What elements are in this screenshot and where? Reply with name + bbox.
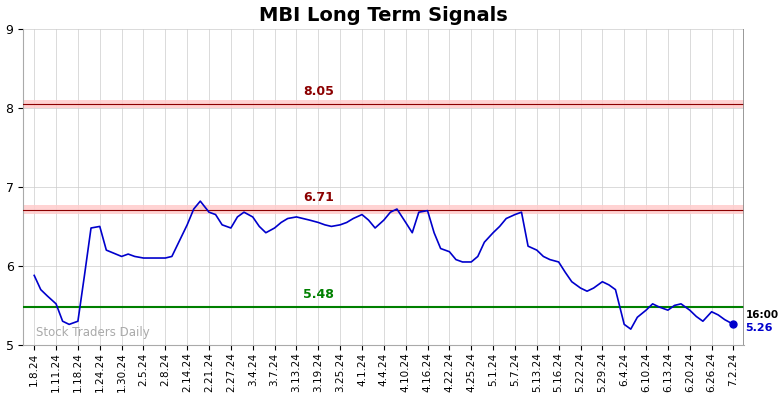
Text: 8.05: 8.05 bbox=[303, 86, 334, 98]
Bar bbox=[24, 100, 744, 108]
Bar bbox=[24, 205, 744, 214]
Title: MBI Long Term Signals: MBI Long Term Signals bbox=[260, 6, 508, 25]
Text: 5.48: 5.48 bbox=[303, 289, 334, 301]
Text: 16:00: 16:00 bbox=[746, 310, 779, 320]
Point bbox=[728, 321, 740, 328]
Text: Stock Traders Daily: Stock Traders Daily bbox=[36, 326, 151, 339]
Text: 6.71: 6.71 bbox=[303, 191, 334, 204]
Text: 5.26: 5.26 bbox=[746, 323, 773, 334]
